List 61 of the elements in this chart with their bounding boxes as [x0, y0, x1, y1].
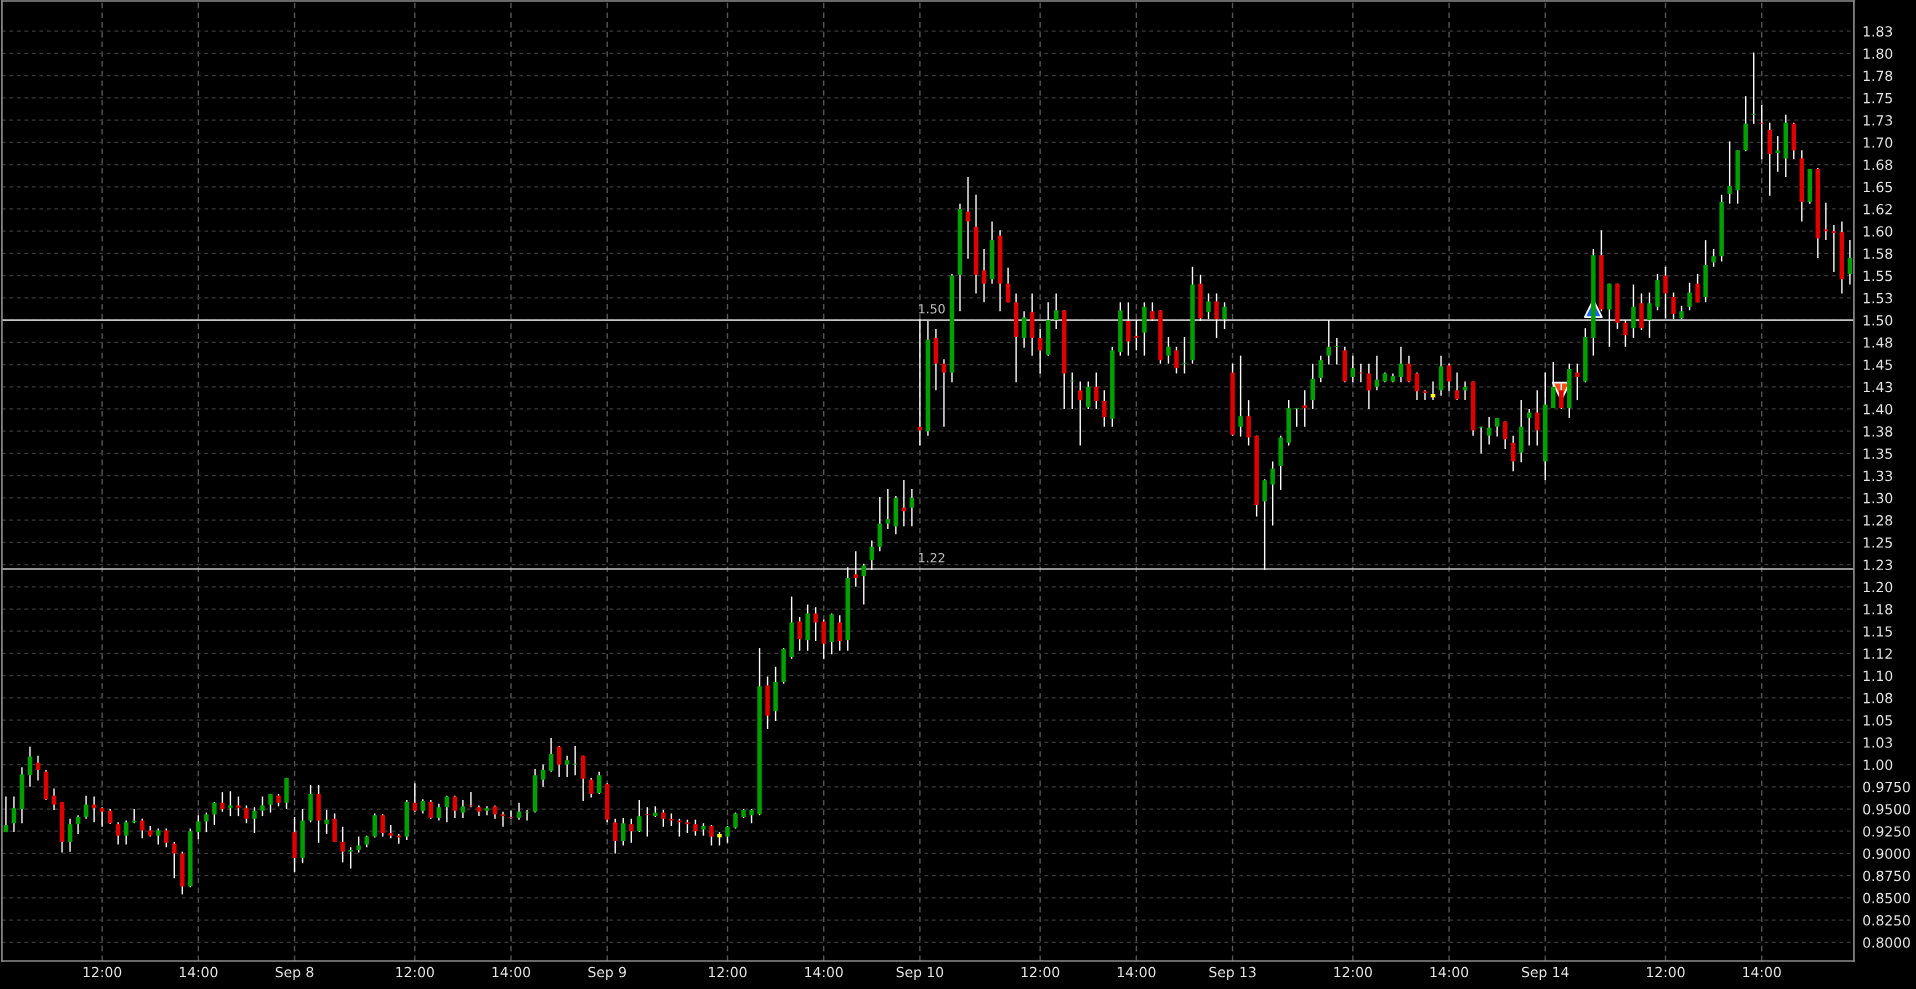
x-tick-label: 14:00 [492, 966, 531, 978]
y-tick-label: 1.12 [1863, 648, 1892, 659]
x-tick-label: 12:00 [396, 966, 434, 978]
x-tick-label: 14:00 [1117, 966, 1156, 978]
y-tick-label: 1.83 [1863, 26, 1893, 37]
x-tick-label: 14:00 [805, 966, 843, 978]
x-tick-label: Sep 9 [588, 966, 626, 981]
y-tick-label: 1.73 [1863, 115, 1893, 126]
y-tick-label: 1.53 [1863, 292, 1893, 304]
y-tick-label: 0.9250 [1863, 826, 1910, 837]
y-tick-label: 0.9500 [1863, 803, 1910, 815]
y-tick-label: 1.70 [1863, 137, 1893, 148]
y-tick-label: 1.10 [1863, 670, 1893, 682]
y-tick-label: 1.65 [1863, 181, 1892, 193]
x-tick-label: 12:00 [709, 966, 747, 978]
y-tick-label: 1.38 [1863, 426, 1893, 437]
y-tick-label: 1.43 [1863, 381, 1893, 393]
x-tick-label: Sep 8 [275, 966, 314, 981]
x-tick-label: 14:00 [179, 966, 218, 978]
y-tick-label: 1.28 [1863, 515, 1893, 526]
y-tick-label: 1.60 [1863, 226, 1893, 237]
y-tick-label: 1.08 [1863, 692, 1893, 704]
x-tick-label: Sep 13 [1209, 966, 1256, 981]
y-tick-label: 1.05 [1863, 715, 1892, 726]
y-tick-label: 1.68 [1863, 159, 1893, 171]
y-tick-label: 1.45 [1863, 359, 1892, 371]
x-tick-label: 14:00 [1743, 966, 1781, 978]
y-tick-label: 1.35 [1863, 448, 1892, 459]
y-tick-label: 0.8000 [1863, 937, 1910, 948]
y-tick-label: 0.8750 [1863, 870, 1910, 882]
y-tick-label: 1.25 [1863, 537, 1892, 548]
y-tick-label: 0.8500 [1863, 892, 1910, 904]
y-tick-label: 1.00 [1863, 759, 1893, 771]
y-tick-label: 1.40 [1863, 403, 1893, 415]
y-tick-label: 1.48 [1863, 337, 1893, 348]
ref-line-label: 1.22 [919, 552, 945, 563]
y-tick-label: 1.20 [1863, 581, 1893, 593]
y-tick-label: 1.58 [1863, 248, 1893, 259]
x-tick-label: 14:00 [1430, 966, 1469, 978]
y-tick-label: 1.03 [1863, 737, 1893, 748]
y-tick-label: 1.30 [1863, 492, 1893, 504]
y-tick-label: 1.50 [1863, 315, 1893, 326]
y-tick-label: 1.23 [1863, 559, 1893, 571]
y-tick-label: 1.62 [1863, 203, 1892, 215]
y-tick-label: 1.75 [1863, 93, 1892, 104]
x-tick-label: Sep 10 [896, 966, 944, 981]
y-tick-label: 0.8250 [1863, 915, 1910, 926]
y-tick-label: 1.78 [1863, 70, 1893, 82]
x-tick-label: Sep 14 [1522, 966, 1569, 981]
x-tick-label: 12:00 [1647, 966, 1685, 978]
y-tick-label: 1.18 [1863, 603, 1893, 615]
y-tick-label: 0.9000 [1863, 848, 1910, 859]
ref-line-label: 1.50 [919, 304, 945, 314]
x-tick-label: 12:00 [1021, 966, 1060, 978]
x-tick-label: 12:00 [1334, 966, 1372, 978]
y-tick-label: 0.9750 [1863, 781, 1910, 793]
y-tick-label: 1.33 [1863, 470, 1893, 482]
x-tick-label: 12:00 [83, 966, 122, 978]
y-tick-label: 1.15 [1863, 626, 1892, 637]
y-tick-label: 1.55 [1863, 270, 1892, 282]
y-tick-label: 1.80 [1863, 48, 1893, 59]
